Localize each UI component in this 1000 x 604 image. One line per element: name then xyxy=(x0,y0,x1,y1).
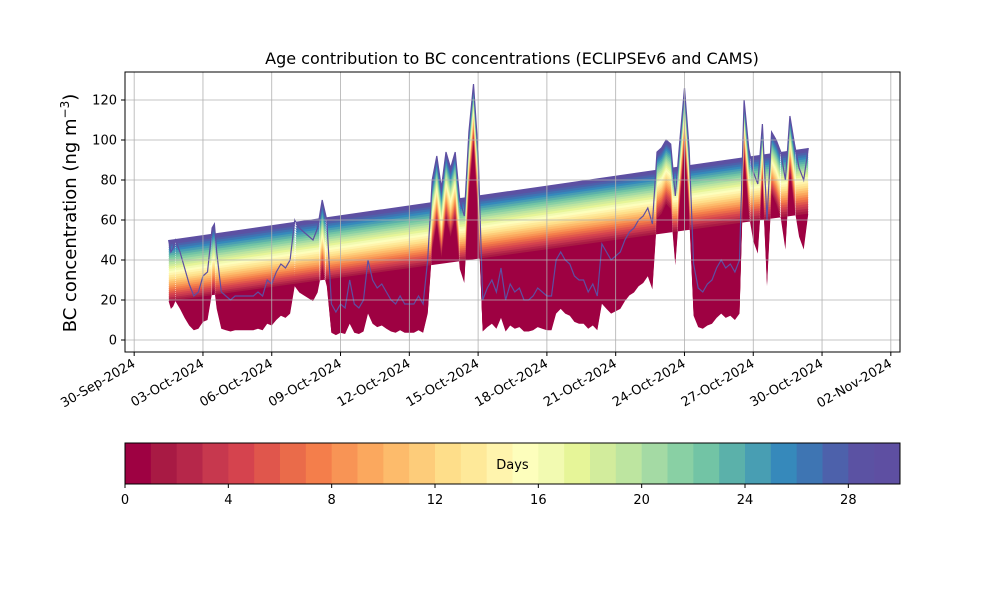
y-tick-label: 80 xyxy=(100,174,117,189)
y-axis-label-superscript: −3 xyxy=(58,101,72,119)
x-tick-label: 12-Oct-2024 xyxy=(335,356,413,410)
colorbar-segment xyxy=(409,443,436,484)
colorbar-tick-label: 20 xyxy=(633,493,650,508)
colorbar-segment xyxy=(254,443,281,484)
colorbar-segment xyxy=(280,443,307,484)
x-tick-label: 24-Oct-2024 xyxy=(610,356,688,410)
x-tick-label: 09-Oct-2024 xyxy=(266,356,344,410)
colorbar-segment xyxy=(693,443,720,484)
colorbar-segment xyxy=(796,443,823,484)
colorbar-segment xyxy=(641,443,668,484)
x-tick-label: 18-Oct-2024 xyxy=(473,356,551,410)
y-tick-label: 100 xyxy=(92,134,117,149)
x-tick-label: 06-Oct-2024 xyxy=(197,356,275,410)
x-tick-label: 03-Oct-2024 xyxy=(129,356,207,410)
y-tick-label: 60 xyxy=(100,214,117,229)
age-band-0 xyxy=(168,144,809,336)
colorbar-segment xyxy=(564,443,591,484)
colorbar-segment xyxy=(512,443,539,484)
colorbar-tick-label: 8 xyxy=(328,493,336,508)
colorbar-segment xyxy=(202,443,229,484)
colorbar-segment xyxy=(435,443,462,484)
colorbar-segment xyxy=(590,443,617,484)
colorbar-segment xyxy=(176,443,203,484)
colorbar-segment xyxy=(770,443,798,484)
colorbar-tick-label: 4 xyxy=(224,493,232,508)
colorbar-segment xyxy=(357,443,384,484)
colorbar-segment xyxy=(745,443,772,484)
x-tick-label: 30-Oct-2024 xyxy=(748,356,826,410)
colorbar-segment xyxy=(331,443,358,484)
colorbar-tick-label: 16 xyxy=(530,493,547,508)
colorbar-segment xyxy=(667,443,694,484)
y-axis: 0 20 40 60 80 100 120 xyxy=(92,94,125,349)
colorbar-tick-label: 0 xyxy=(121,493,129,508)
x-tick-label: 21-Oct-2024 xyxy=(541,356,619,410)
grid-lines xyxy=(125,72,900,352)
x-tick-label: 02-Nov-2024 xyxy=(815,356,895,411)
colorbar-tick-label: 12 xyxy=(427,493,444,508)
y-axis-label: BC concentration (ng m−3) xyxy=(58,94,81,333)
plot-area xyxy=(168,83,809,336)
colorbar-tick-label: 24 xyxy=(737,493,754,508)
colorbar-segment xyxy=(460,443,488,484)
colorbar-segment xyxy=(150,443,178,484)
age-band-26 xyxy=(168,89,809,315)
colorbar-frame xyxy=(124,442,901,485)
plot-frame xyxy=(124,71,901,353)
x-tick-label: 27-Oct-2024 xyxy=(679,356,757,410)
age-band-25 xyxy=(168,91,809,316)
x-tick-label: 30-Sep-2024 xyxy=(58,356,138,411)
colorbar-label: Days xyxy=(496,458,529,473)
colorbar-segment xyxy=(615,443,643,484)
colorbar-tick-label: 28 xyxy=(840,493,857,508)
colorbar-segment xyxy=(848,443,875,484)
colorbar-segment xyxy=(719,443,746,484)
y-tick-label: 40 xyxy=(100,254,117,269)
colorbar-segment xyxy=(383,443,410,484)
colorbar-segment xyxy=(538,443,565,484)
colorbar-segment xyxy=(874,443,901,484)
colorbar-segment xyxy=(305,443,333,484)
x-tick-label: 15-Oct-2024 xyxy=(404,356,482,410)
chart-title: Age contribution to BC concentrations (E… xyxy=(265,49,759,68)
colorbar-segment xyxy=(822,443,849,484)
y-tick-label: 120 xyxy=(92,94,117,109)
colorbar: 0 4 8 12 16 20 24 28 Days xyxy=(121,442,901,508)
colorbar-segment xyxy=(228,443,255,484)
age-bands xyxy=(168,83,809,336)
y-tick-label: 0 xyxy=(109,334,117,349)
colorbar-segment xyxy=(486,443,513,484)
x-axis: 30-Sep-202403-Oct-202406-Oct-202409-Oct-… xyxy=(58,352,895,411)
colorbar-segment xyxy=(125,443,152,484)
y-tick-label: 20 xyxy=(100,294,117,309)
